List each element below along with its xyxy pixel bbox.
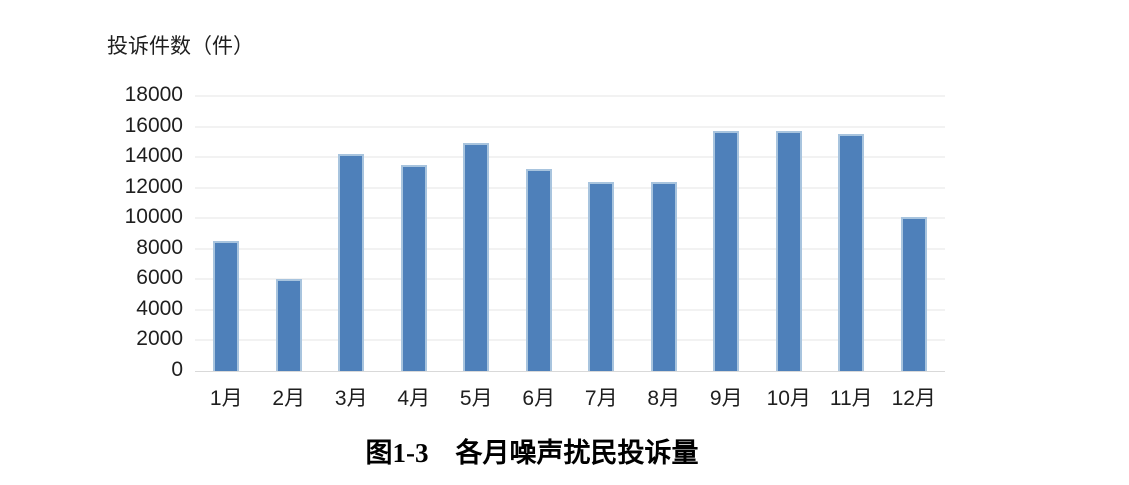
x-tick-label-11月: 11月 (829, 387, 873, 410)
bar-9月 (713, 131, 740, 371)
y-tick-label-0: 0 (171, 358, 183, 382)
y-tick-label-8000: 8000 (136, 235, 183, 259)
gridline-2000 (195, 339, 945, 342)
y-tick-label-2000: 2000 (136, 327, 183, 351)
y-tick-label-16000: 16000 (124, 113, 183, 137)
y-axis-tick-labels: 0 2000 4000 6000 8000 10000 12000 14000 16000 180… (95, 83, 183, 381)
bar-11月 (838, 134, 865, 371)
gridline-8000 (195, 247, 945, 250)
bar-7月 (588, 181, 615, 371)
x-tick-label-4月: 4月 (397, 387, 431, 410)
x-tick-label-12月: 12月 (891, 387, 936, 410)
bar-10月 (775, 131, 802, 371)
chart-caption: 图1-3 各月噪声扰民投诉量 (365, 438, 699, 468)
x-tick-label-6月: 6月 (522, 387, 556, 410)
y-tick-label-4000: 4000 (136, 296, 183, 320)
gridline-16000 (195, 125, 945, 128)
y-tick-label-6000: 6000 (136, 266, 183, 290)
x-tick-label-9月: 9月 (709, 387, 743, 410)
x-tick-label-8月: 8月 (647, 387, 681, 410)
y-tick-label-12000: 12000 (124, 174, 183, 198)
bar-6月 (525, 169, 552, 371)
bar-8月 (650, 181, 677, 371)
y-tick-label-10000: 10000 (124, 205, 183, 229)
x-tick-label-1月: 1月 (209, 387, 243, 410)
bar-3月 (338, 154, 365, 371)
x-tick-label-7月: 7月 (584, 387, 618, 410)
x-axis-line (195, 371, 945, 372)
gridline-18000 (195, 95, 945, 97)
x-tick-label-3月: 3月 (334, 387, 368, 410)
gridline-6000 (195, 278, 945, 281)
x-axis-tick-labels: 1月 2月 3月 4月 5月 6月 7月 8月 9月 10月 11月 12月 (195, 382, 945, 412)
y-tick-label-14000: 14000 (124, 144, 183, 168)
plot-area (195, 95, 945, 372)
x-tick-label-2月: 2月 (272, 387, 306, 410)
bar-2月 (275, 279, 302, 371)
y-tick-label-18000: 18000 (124, 83, 183, 107)
y-axis-title: 投诉件数（件） (107, 35, 254, 58)
x-tick-label-5月: 5月 (459, 387, 493, 410)
gridline-4000 (195, 308, 945, 311)
x-tick-label-10月: 10月 (766, 387, 811, 410)
gridline-10000 (195, 217, 945, 220)
bar-5月 (463, 143, 490, 371)
bar-12月 (900, 216, 927, 371)
bar-1月 (213, 241, 240, 371)
bar-4月 (400, 164, 427, 371)
gridline-12000 (195, 186, 945, 189)
gridline-14000 (195, 156, 945, 159)
